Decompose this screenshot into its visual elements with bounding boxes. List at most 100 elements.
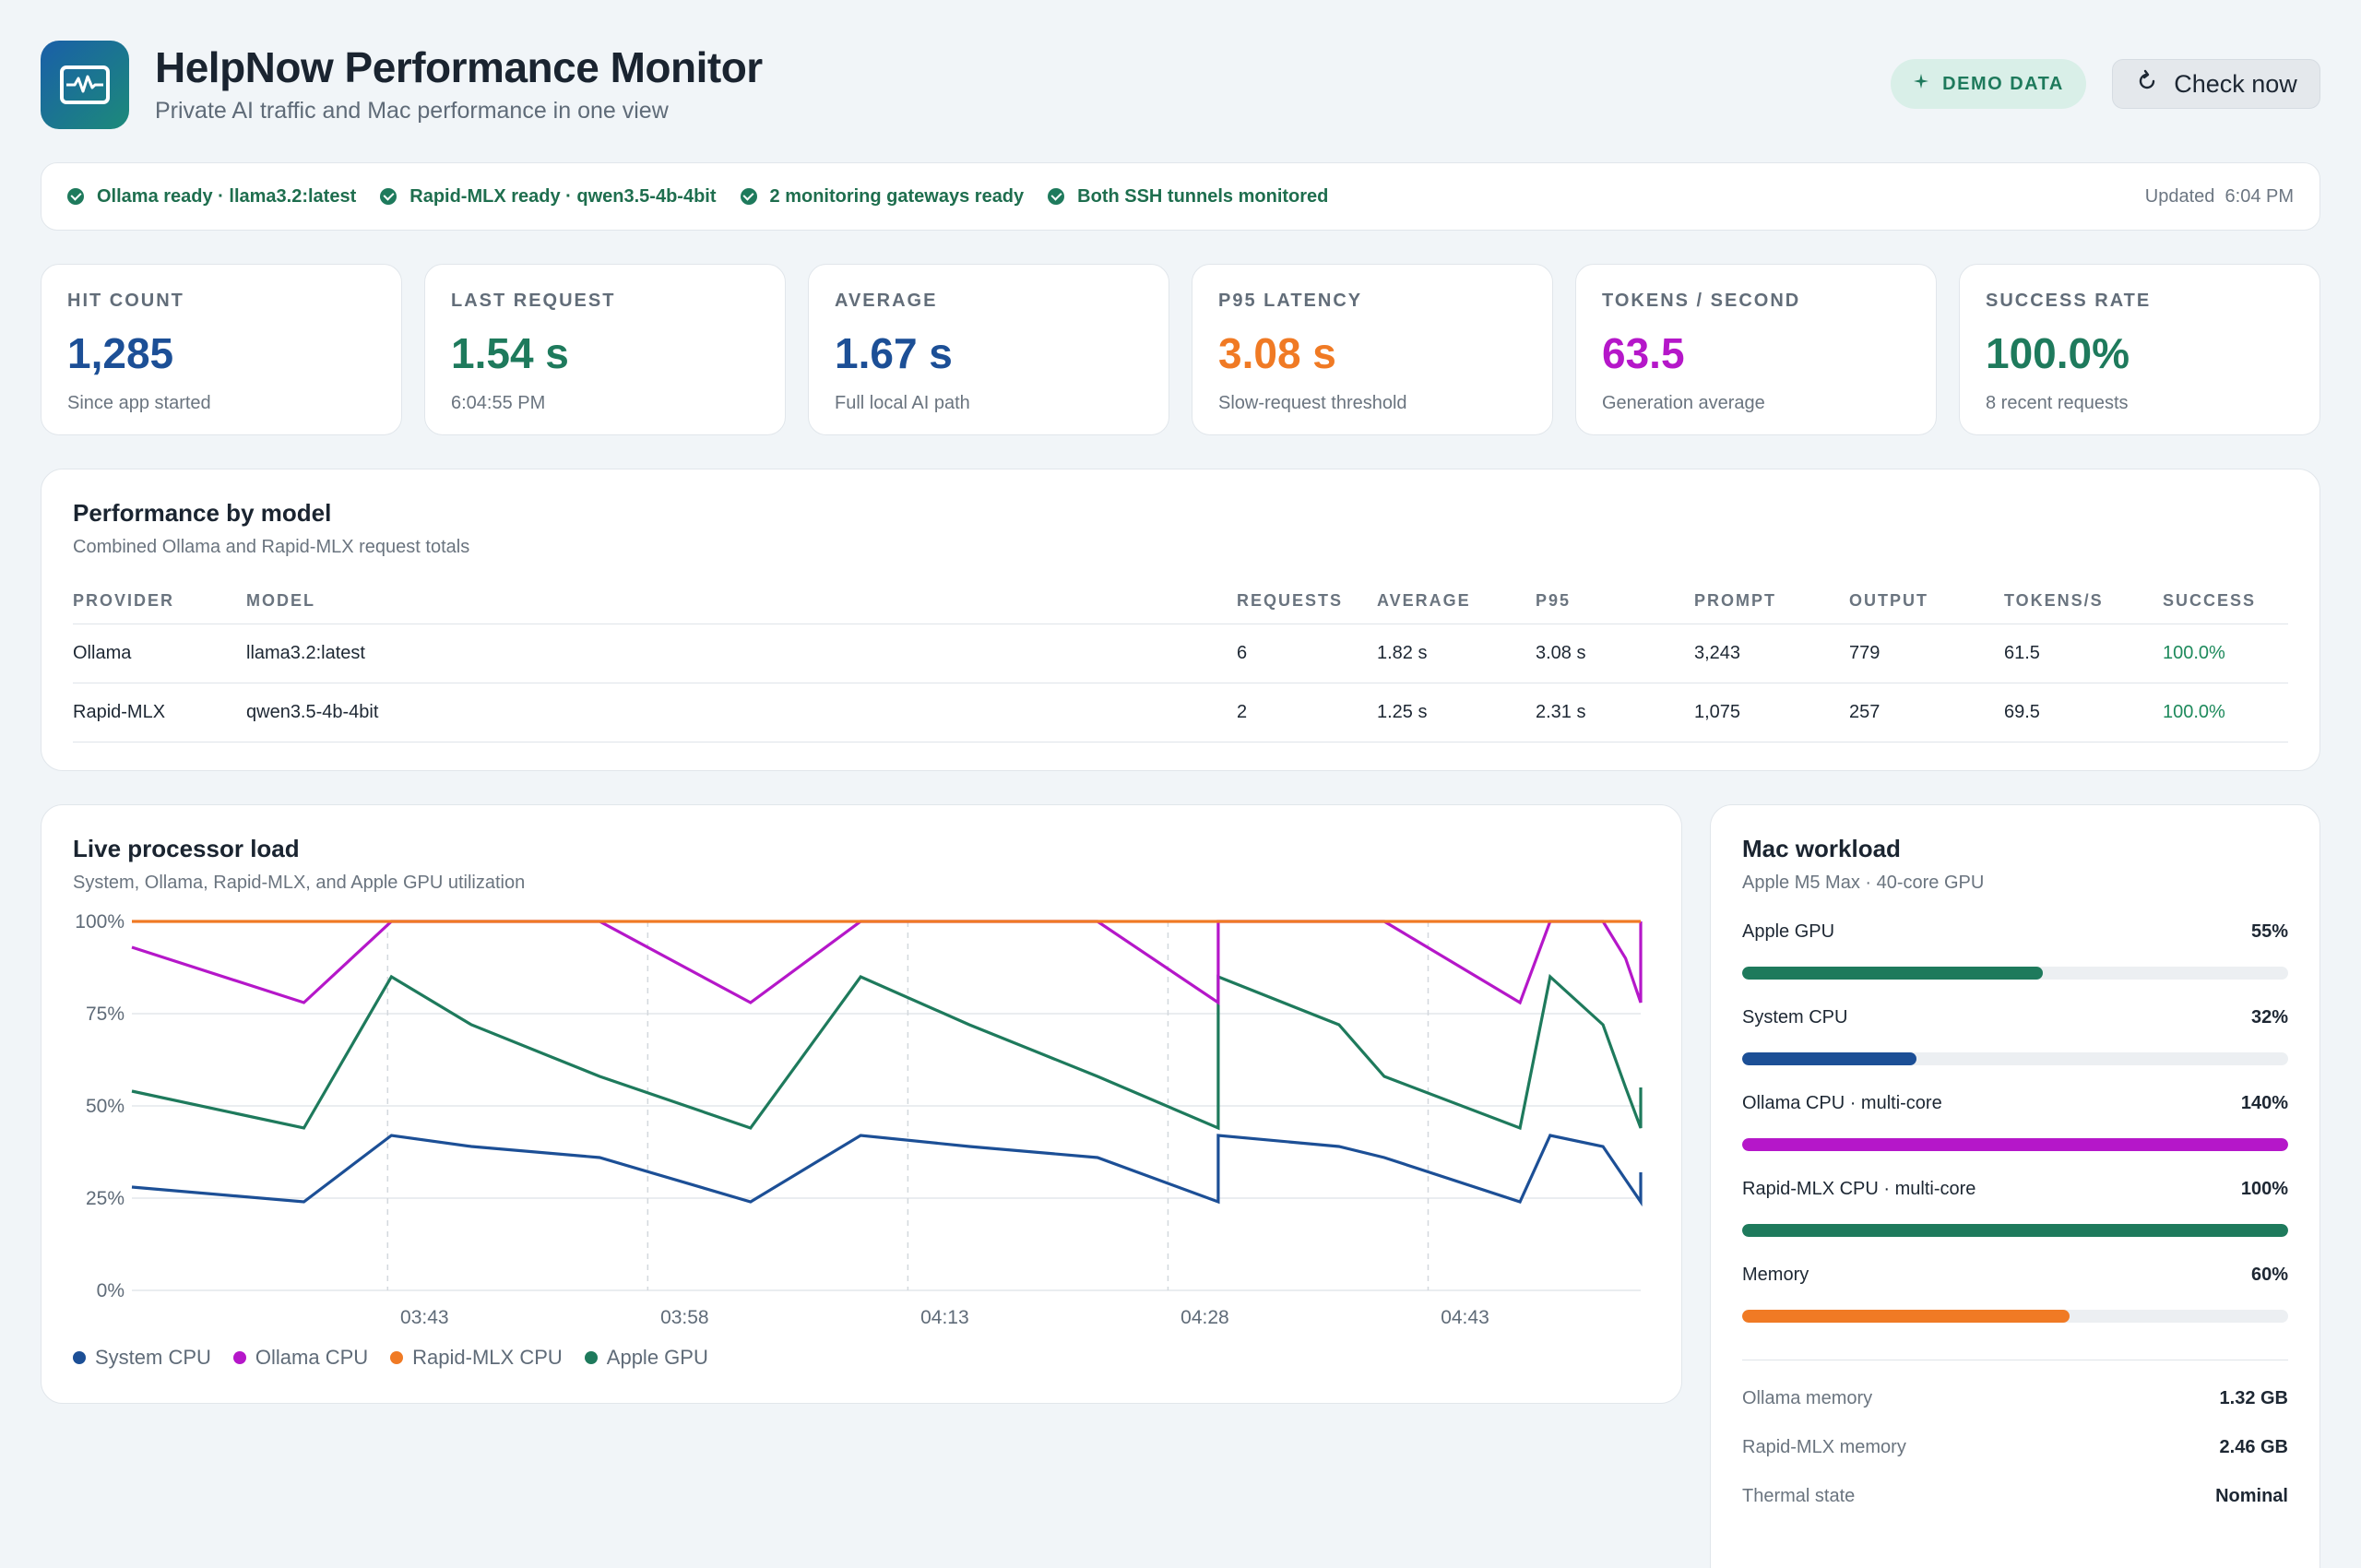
column-header: OUTPUT	[1849, 582, 2004, 624]
legend-swatch	[390, 1351, 404, 1364]
legend-label: Rapid-MLX CPU	[412, 1346, 563, 1369]
column-header: TOKENS/S	[2004, 582, 2163, 624]
table-cell: 2.31 s	[1536, 683, 1694, 742]
table-cell: 100.0%	[2163, 683, 2288, 742]
card-title: Mac workload	[1742, 835, 1901, 862]
status-label: Ollama ready · llama3.2:latest	[97, 185, 357, 207]
progress-fill	[1742, 1052, 1917, 1065]
info-value: Nominal	[2215, 1486, 2288, 1506]
info-key: Ollama memory	[1742, 1388, 1873, 1408]
table-row: Rapid-MLX qwen3.5-4b-4bit 2 1.25 s 2.31 …	[73, 683, 2288, 742]
bar-percent: 100%	[2240, 1179, 2288, 1199]
series-line-ollama-cpu	[131, 920, 1643, 1006]
check-now-label: Check now	[2174, 69, 2297, 98]
column-header: PROVIDER	[73, 582, 246, 624]
table-cell: 3,243	[1694, 624, 1849, 683]
series-line-apple-gpu	[131, 973, 1643, 1131]
legend-label: Ollama CPU	[255, 1346, 369, 1369]
bar-label: Rapid-MLX CPU · multi-core	[1742, 1179, 1976, 1199]
progress-track	[1742, 1138, 2288, 1151]
info-value: 2.46 GB	[2219, 1437, 2288, 1457]
bar-label: Ollama CPU · multi-core	[1742, 1093, 1942, 1113]
card-subtitle: Apple M5 Max · 40-core GPU	[1742, 873, 1985, 893]
progress-track	[1742, 1310, 2288, 1323]
kpi-label: LAST REQUEST	[451, 291, 616, 311]
table-cell: qwen3.5-4b-4bit	[246, 683, 1237, 742]
performance-by-model-card: Performance by model Combined Ollama and…	[41, 469, 2320, 771]
y-tick-label: 75%	[86, 1004, 125, 1025]
info-row-rapid-mlx-memory: Rapid-MLX memory 2.46 GB	[1742, 1437, 2288, 1458]
bar-label: Apple GPU	[1742, 921, 1835, 942]
status-ssh-tunnels: Both SSH tunnels monitored	[1048, 186, 1328, 208]
legend-swatch	[232, 1351, 246, 1364]
column-header: MODEL	[246, 582, 1237, 624]
info-key: Thermal state	[1742, 1486, 1856, 1506]
demo-data-badge: DEMO DATA	[1891, 59, 2086, 109]
legend-item: Rapid-MLX CPU	[390, 1346, 563, 1370]
progress-fill	[1742, 1138, 2288, 1151]
progress-fill	[1742, 967, 2043, 980]
check-circle-icon	[740, 188, 757, 205]
column-header: PROMPT	[1694, 582, 1849, 624]
progress-fill	[1742, 1224, 2288, 1237]
legend-label: System CPU	[95, 1346, 211, 1369]
status-label: Both SSH tunnels monitored	[1077, 185, 1329, 207]
table-cell: Rapid-MLX	[73, 683, 246, 742]
table-cell: 2	[1237, 683, 1377, 742]
status-gateways: 2 monitoring gateways ready	[740, 185, 1025, 208]
table-cell: Ollama	[73, 624, 246, 683]
processor-load-chart: 0% 25% 50% 75% 100% 03:43 03:58 04:13 04:28 04:43	[75, 911, 1643, 1328]
kpi-value: 1.67 s	[835, 329, 953, 377]
live-processor-load-card: Live processor load System, Ollama, Rapi…	[41, 804, 1682, 1404]
bar-label: Memory	[1742, 1265, 1809, 1285]
bar-percent: 55%	[2250, 921, 2288, 942]
check-circle-icon	[380, 188, 397, 205]
x-tick-label: 03:43	[400, 1307, 449, 1328]
y-tick-label: 100%	[75, 911, 125, 932]
performance-table: PROVIDER MODEL REQUESTS AVERAGE P95 PROM…	[73, 582, 2288, 742]
kpi-label: P95 LATENCY	[1218, 291, 1363, 311]
kpi-label: TOKENS / SECOND	[1602, 291, 1801, 311]
demo-data-label: DEMO DATA	[1942, 73, 2064, 94]
y-tick-label: 25%	[86, 1188, 125, 1209]
y-tick-label: 50%	[86, 1096, 125, 1117]
app-logo	[41, 41, 129, 129]
info-value: 1.32 GB	[2219, 1388, 2288, 1408]
legend-item: Ollama CPU	[232, 1346, 369, 1370]
kpi-value: 3.08 s	[1218, 329, 1336, 377]
chart-legend: System CPU Ollama CPU Rapid-MLX CPU Apple G…	[73, 1346, 708, 1370]
kpi-caption: 6:04:55 PM	[451, 393, 546, 413]
check-now-button[interactable]: Check now	[2112, 59, 2320, 109]
page-subtitle: Private AI traffic and Mac performance i…	[155, 98, 669, 124]
x-tick-label: 04:13	[920, 1307, 969, 1328]
x-tick-label: 03:58	[660, 1307, 709, 1328]
status-label: 2 monitoring gateways ready	[769, 185, 1025, 207]
page-title: HelpNow Performance Monitor	[155, 43, 763, 91]
kpi-hit-count: HIT COUNT 1,285 Since app started	[41, 264, 402, 435]
kpi-p95-latency: P95 LATENCY 3.08 s Slow-request threshol…	[1192, 264, 1553, 435]
info-row-thermal-state: Thermal state Nominal	[1742, 1486, 2288, 1507]
bar-label: System CPU	[1742, 1007, 1848, 1028]
workload-bars: Apple GPU 55% System CPU 32% Ollama CPU · …	[1742, 921, 2288, 1323]
progress-track	[1742, 1224, 2288, 1237]
workload-bar-rapid-mlx-cpu: Rapid-MLX CPU · multi-core 100%	[1742, 1179, 2288, 1237]
table-cell: 3.08 s	[1536, 624, 1694, 683]
app-header: HelpNow Performance Monitor Private AI t…	[41, 41, 2320, 133]
workload-bar-apple-gpu: Apple GPU 55%	[1742, 921, 2288, 980]
progress-track	[1742, 967, 2288, 980]
table-cell: 61.5	[2004, 624, 2163, 683]
sparkle-icon	[1913, 73, 1929, 95]
kpi-value: 63.5	[1602, 329, 1685, 377]
progress-fill	[1742, 1310, 2070, 1323]
table-cell: 100.0%	[2163, 624, 2288, 683]
column-header: P95	[1536, 582, 1694, 624]
table-cell: 69.5	[2004, 683, 2163, 742]
bar-percent: 140%	[2240, 1093, 2288, 1113]
legend-item: Apple GPU	[584, 1346, 708, 1370]
refresh-icon	[2135, 69, 2159, 100]
bar-percent: 32%	[2250, 1007, 2288, 1028]
table-cell: 779	[1849, 624, 2004, 683]
column-header: SUCCESS	[2163, 582, 2288, 624]
kpi-label: AVERAGE	[835, 291, 938, 311]
card-subtitle: System, Ollama, Rapid-MLX, and Apple GPU…	[73, 873, 526, 893]
